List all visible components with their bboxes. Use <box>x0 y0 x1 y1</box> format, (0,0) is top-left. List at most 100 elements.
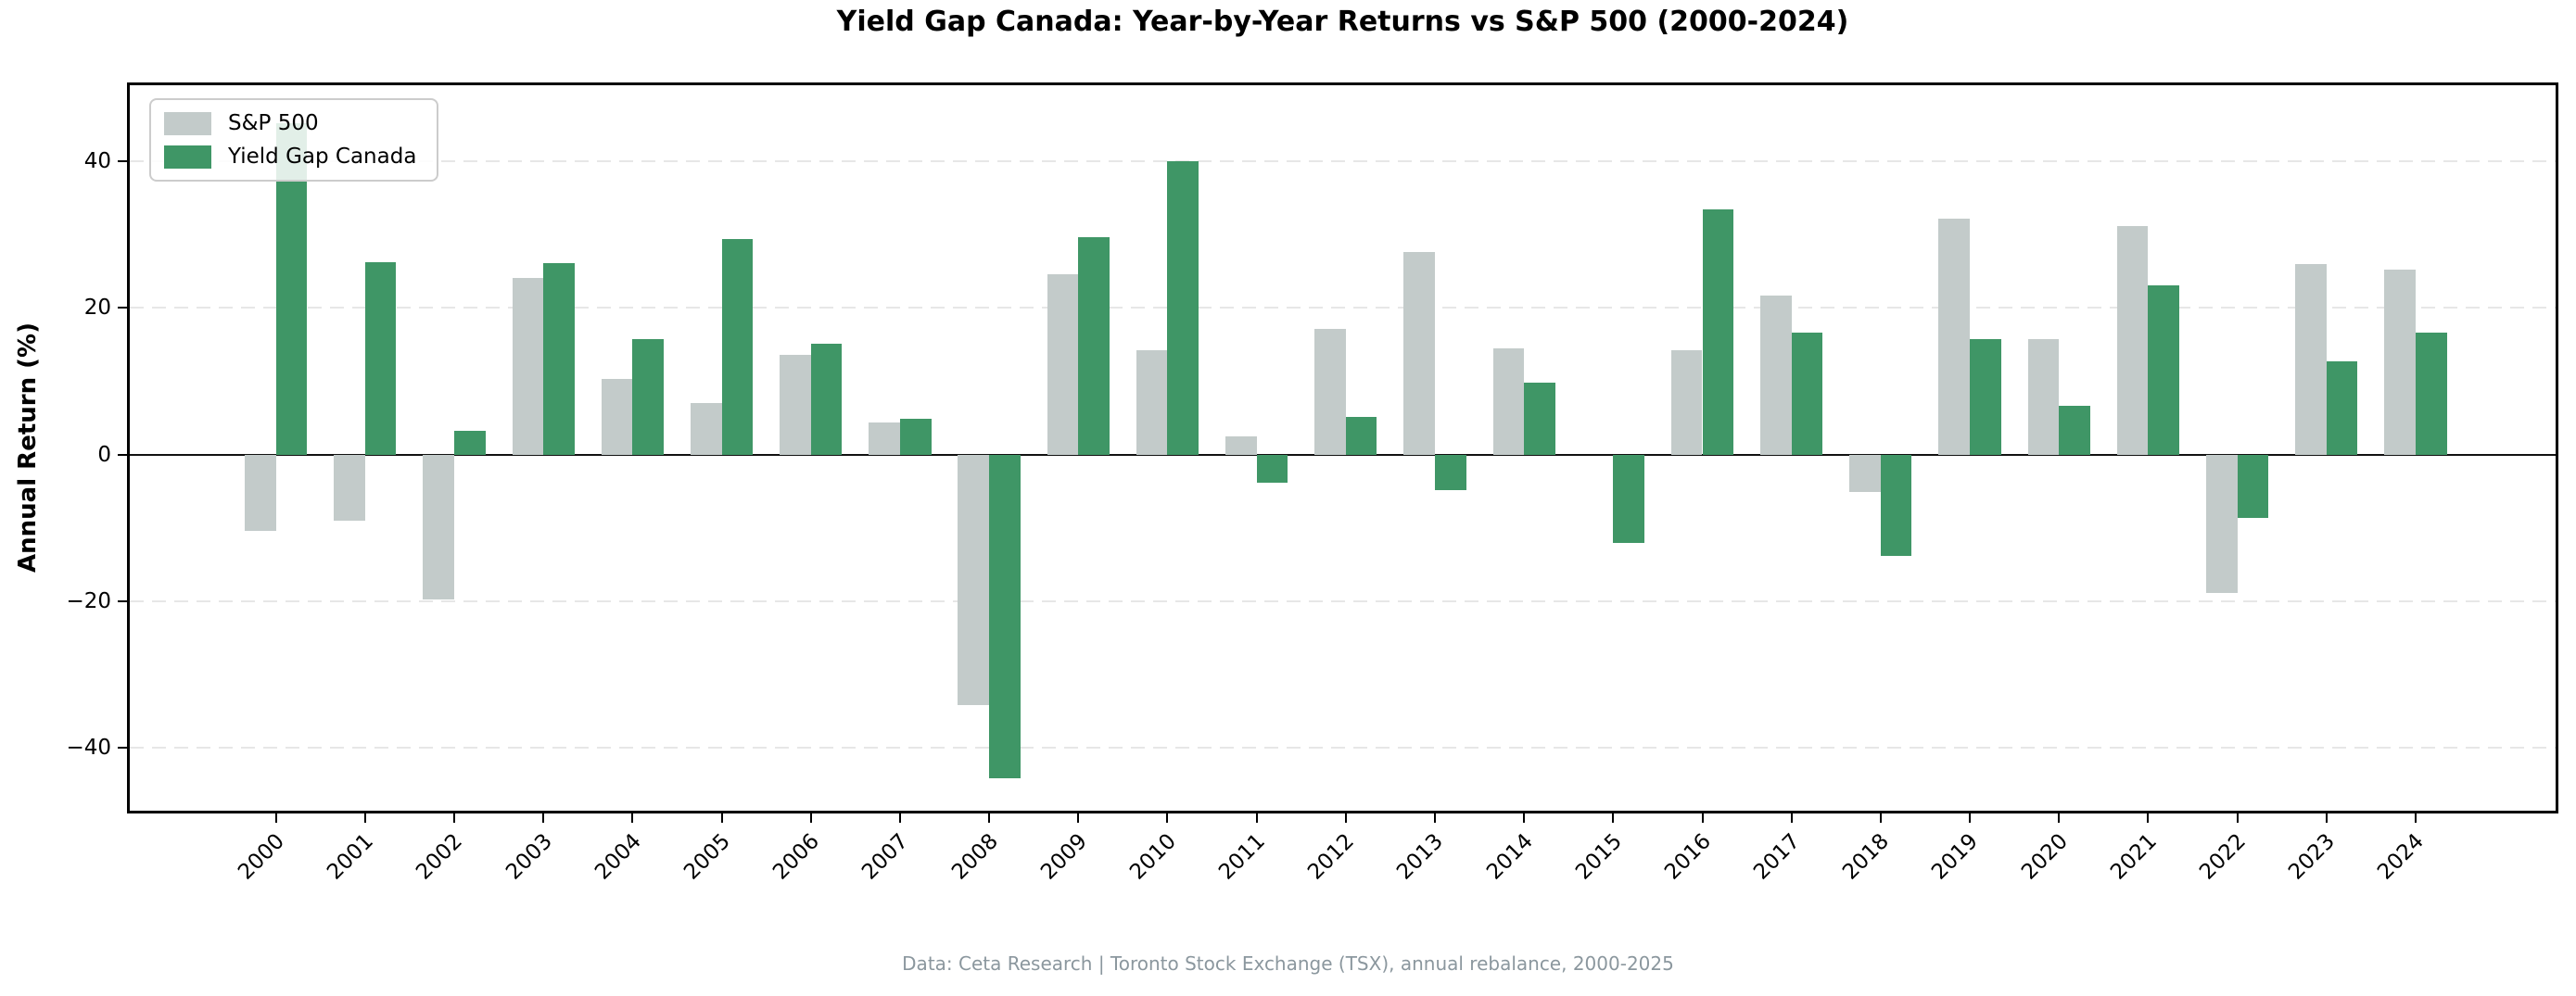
bar-yield-gap-canada-2023 <box>2326 361 2358 455</box>
bar-yield-gap-canada-2008 <box>989 454 1021 779</box>
bar-sp500-2023 <box>2295 263 2327 455</box>
zero-line <box>130 453 2556 456</box>
legend-item-sp500: S&P 500 <box>164 111 416 135</box>
bar-sp500-2000 <box>244 454 276 531</box>
y-tick-label: 0 <box>97 442 111 467</box>
y-tick-mark <box>118 160 127 163</box>
bar-yield-gap-canada-2022 <box>2237 454 2269 519</box>
y-tick-mark <box>118 746 127 749</box>
bar-sp500-2005 <box>690 403 722 455</box>
bar-sp500-2021 <box>2116 225 2149 455</box>
bar-yield-gap-canada-2007 <box>899 418 932 455</box>
x-tick-mark <box>1433 813 1436 823</box>
x-tick-mark <box>1879 813 1882 823</box>
x-tick-mark <box>1969 813 1972 823</box>
bar-yield-gap-canada-2006 <box>810 344 843 455</box>
bar-sp500-2011 <box>1225 435 1257 455</box>
bar-yield-gap-canada-2011 <box>1256 454 1288 484</box>
bar-yield-gap-canada-2005 <box>721 239 754 455</box>
bar-yield-gap-canada-2018 <box>1880 454 1912 556</box>
x-tick-mark <box>988 813 991 823</box>
bar-sp500-2022 <box>2205 454 2238 594</box>
x-tick-mark <box>2414 813 2417 823</box>
plot-area: −40 −20 0 20 40 2000 2001 2002 2003 2004 2005 2006 2… <box>66 82 2558 885</box>
legend-swatch-yield-gap-canada <box>164 145 211 169</box>
gridline-−20 <box>130 599 2556 602</box>
x-tick-mark <box>720 813 723 823</box>
chart-title: Yield Gap Canada: Year-by-Year Returns v… <box>836 6 1849 38</box>
x-tick-mark <box>274 813 277 823</box>
bar-yield-gap-canada-2010 <box>1167 161 1199 455</box>
bar-yield-gap-canada-2002 <box>453 430 486 455</box>
bar-sp500-2009 <box>1047 274 1079 455</box>
legend: S&P 500 Yield Gap Canada <box>149 98 439 182</box>
x-tick-mark <box>1166 813 1169 823</box>
x-tick-mark <box>631 813 634 823</box>
bar-sp500-2004 <box>601 379 633 455</box>
bar-sp500-2013 <box>1403 251 1435 455</box>
bar-yield-gap-canada-2004 <box>632 338 664 455</box>
bar-sp500-2001 <box>334 454 365 521</box>
x-tick-mark <box>452 813 455 823</box>
bar-sp500-2016 <box>1670 349 1703 455</box>
x-tick-mark <box>1701 813 1704 823</box>
gridline-20 <box>130 307 2556 309</box>
bar-sp500-2017 <box>1760 295 1792 455</box>
bar-sp500-2002 <box>423 454 454 600</box>
y-tick-mark <box>118 599 127 602</box>
bar-yield-gap-canada-2021 <box>2148 284 2180 455</box>
y-tick-mark <box>118 453 127 456</box>
x-tick-mark <box>1255 813 1258 823</box>
bar-sp500-2014 <box>1492 347 1525 455</box>
bar-yield-gap-canada-2014 <box>1524 383 1555 455</box>
x-tick-mark <box>1523 813 1526 823</box>
gridline-40 <box>130 160 2556 163</box>
bar-sp500-2020 <box>2027 339 2060 455</box>
bar-yield-gap-canada-2013 <box>1434 454 1466 490</box>
bar-yield-gap-canada-2016 <box>1702 208 1734 455</box>
gridline-−40 <box>130 746 2556 749</box>
bar-sp500-2007 <box>869 422 900 455</box>
bar-sp500-2006 <box>780 355 811 455</box>
bar-sp500-2010 <box>1136 349 1168 455</box>
x-tick-mark <box>2147 813 2150 823</box>
y-axis-label: Annual Return (%) <box>14 322 42 573</box>
x-tick-mark <box>1077 813 1080 823</box>
source-caption: Data: Ceta Research | Toronto Stock Exch… <box>902 952 1674 975</box>
bar-yield-gap-canada-2001 <box>364 261 397 455</box>
y-tick-label: −20 <box>66 588 111 613</box>
bar-yield-gap-canada-2019 <box>1970 339 2001 455</box>
bar-yield-gap-canada-2024 <box>2415 332 2447 455</box>
x-tick-mark <box>1612 813 1615 823</box>
x-tick-mark <box>2236 813 2239 823</box>
y-tick-mark <box>118 307 127 309</box>
x-tick-mark <box>2325 813 2328 823</box>
bar-sp500-2019 <box>1938 218 1971 455</box>
legend-swatch-sp500 <box>164 111 211 135</box>
bar-yield-gap-canada-2012 <box>1345 417 1377 455</box>
legend-label-yield-gap-canada: Yield Gap Canada <box>228 145 417 169</box>
bar-sp500-2018 <box>1849 454 1881 492</box>
bar-sp500-2008 <box>958 454 990 706</box>
bar-sp500-2003 <box>512 278 544 455</box>
y-tick-label: 40 <box>83 149 111 174</box>
x-tick-mark <box>542 813 545 823</box>
x-tick-mark <box>898 813 901 823</box>
x-tick-mark <box>363 813 366 823</box>
y-tick-label: −40 <box>66 735 111 760</box>
bar-yield-gap-canada-2009 <box>1078 236 1110 455</box>
x-tick-mark <box>809 813 812 823</box>
bar-sp500-2012 <box>1314 329 1346 455</box>
bar-yield-gap-canada-2017 <box>1791 332 1823 455</box>
legend-item-yield-gap-canada: Yield Gap Canada <box>164 145 416 169</box>
x-tick-mark <box>1344 813 1347 823</box>
bar-yield-gap-canada-2020 <box>2059 406 2090 455</box>
x-tick-mark <box>2058 813 2061 823</box>
bar-sp500-2024 <box>2384 270 2416 455</box>
legend-label-sp500: S&P 500 <box>228 111 319 135</box>
bar-yield-gap-canada-2003 <box>543 263 575 455</box>
y-tick-label: 20 <box>83 296 111 321</box>
bar-yield-gap-canada-2015 <box>1613 454 1644 543</box>
x-tick-mark <box>1790 813 1793 823</box>
